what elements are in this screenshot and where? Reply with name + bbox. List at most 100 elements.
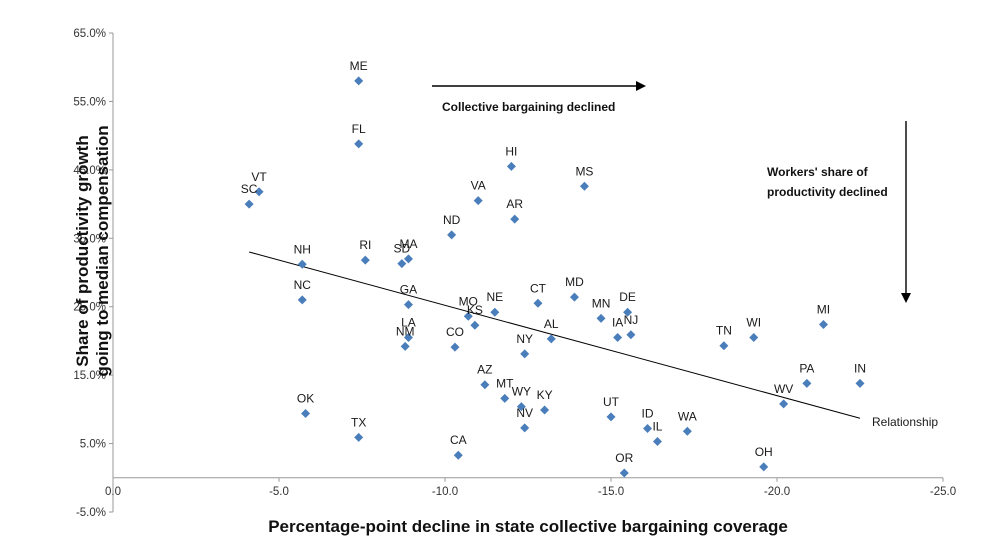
data-point-in [855,378,865,388]
data-point-ks [470,320,480,330]
y-tick-label: 55.0% [73,96,106,108]
data-point-ga [403,300,413,310]
point-label-nv: NV [516,406,533,420]
y-tick-label: 5.0% [80,439,106,451]
y-tick-label: 25.0% [73,302,106,314]
data-point-tx [354,432,364,442]
point-label-ms: MS [575,164,593,178]
point-label-ma: MA [399,237,417,251]
data-point-nm [400,341,410,351]
point-label-mt: MT [496,376,514,390]
data-point-hi [506,161,516,171]
data-point-nj [626,330,636,340]
point-label-wy: WY [512,385,531,399]
data-point-tn [719,341,729,351]
data-point-ky [540,405,550,415]
data-point-fl [354,139,364,149]
data-point-nh [297,259,307,269]
point-label-ri: RI [359,238,371,252]
data-point-wy [516,402,526,412]
collective-annotation: Collective bargaining declined [442,100,615,114]
point-label-in: IN [854,361,866,375]
point-label-tx: TX [351,415,366,429]
data-point-or [619,468,629,478]
data-point-ia [613,333,623,343]
data-point-pa [802,378,812,388]
point-label-ne: NE [486,290,503,304]
data-point-wa [682,426,692,436]
trend-line-label: Relationship [872,415,938,429]
workers-annotation-line1: Workers' share of [767,165,869,179]
point-label-mo: MO [459,294,478,308]
point-label-va: VA [471,179,486,193]
x-tick-label: -15.0 [598,486,624,498]
axes [112,33,943,512]
x-tick-label: -20.0 [764,486,790,498]
point-label-ut: UT [603,395,620,409]
point-label-or: OR [615,451,633,465]
point-label-la: LA [401,316,416,330]
data-point-mi [818,320,828,330]
point-label-tn: TN [716,324,732,338]
point-label-sd: SD [394,242,411,256]
x-tick-label: -10.0 [432,486,458,498]
y-tick-label: 15.0% [73,370,106,382]
data-point-il [652,437,662,447]
data-point-mt [500,393,510,403]
x-tick-label: -25.0 [930,486,956,498]
data-point-md [569,292,579,302]
point-label-nj: NJ [624,313,639,327]
point-label-co: CO [446,325,464,339]
data-point-az [480,380,490,390]
x-tick-labels: 0.0 -5.0 -10.0 -15.0 -20.0 -25.0 [105,477,956,498]
point-label-nm: NM [396,324,415,338]
point-label-mi: MI [817,303,830,317]
data-point-sd [397,259,407,269]
data-point-ca [453,450,463,460]
point-label-me: ME [350,59,368,73]
point-label-de: DE [619,290,636,304]
data-point-nv [520,423,530,433]
data-point-ut [606,412,616,422]
point-label-fl: FL [352,122,366,136]
y-axis-title: Share of productivity growth going to me… [73,125,112,376]
data-point-wv [779,399,789,409]
point-label-oh: OH [755,445,773,459]
point-label-nc: NC [294,278,312,292]
data-point-la [403,333,413,343]
data-point-va [473,196,483,206]
point-label-ga: GA [400,283,417,297]
point-label-hi: HI [505,144,517,158]
data-point-wi [749,333,759,343]
point-label-ct: CT [530,281,547,295]
point-label-ar: AR [506,197,523,211]
x-tick-label: 0.0 [105,486,121,498]
y-axis-title-line2: going to median compensation [93,125,112,376]
point-label-ky: KY [537,388,553,402]
point-label-az: AZ [477,363,492,377]
data-point-mn [596,313,606,323]
point-label-ny: NY [516,332,533,346]
workers-arrow-head [901,293,911,303]
y-tick-label: 35.0% [73,233,106,245]
data-point-me [354,76,364,86]
data-point-ms [579,181,589,191]
y-tick-labels: -5.0% 5.0% 15.0% 25.0% 35.0% 45.0% 55.0% 65.0% [73,28,113,519]
point-label-sc: SC [241,182,258,196]
point-label-al: AL [544,317,559,331]
y-tick-label: 65.0% [73,28,106,40]
data-point-ny [520,349,530,359]
point-label-il: IL [652,420,662,434]
point-label-ia: IA [612,316,623,330]
point-label-ks: KS [467,303,483,317]
data-point-nc [297,295,307,305]
data-point-ne [490,307,500,317]
point-label-ca: CA [450,433,467,447]
data-point-ar [510,214,520,224]
data-point-mo [463,311,473,321]
data-point-vt [254,187,264,197]
data-point-co [450,342,460,352]
point-label-md: MD [565,275,584,289]
